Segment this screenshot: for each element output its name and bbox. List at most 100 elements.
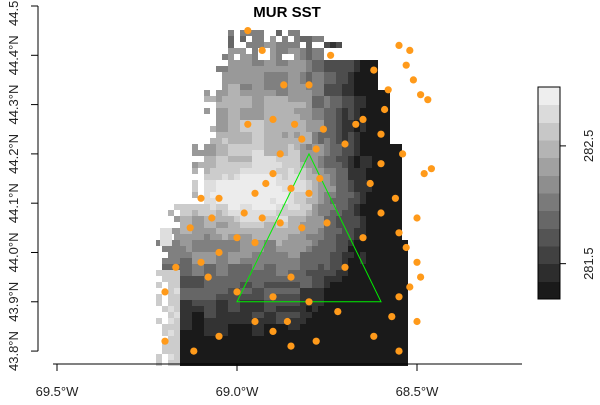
sst-cell [288, 102, 294, 108]
sst-cell [264, 198, 270, 204]
sst-cell [264, 318, 270, 324]
sst-cell [324, 72, 330, 78]
sst-cell [246, 90, 252, 96]
sst-cell [348, 312, 354, 318]
sst-cell [252, 288, 258, 294]
y-tick-label: 43.9°N [6, 282, 21, 322]
sst-cell [306, 108, 312, 114]
sst-cell [222, 150, 228, 156]
sst-cell [234, 192, 240, 198]
sst-cell [288, 222, 294, 228]
sst-cell [234, 264, 240, 270]
sst-cell [204, 192, 210, 198]
x-tick-label: 68.5°W [396, 384, 440, 399]
sst-cell [324, 204, 330, 210]
sst-cell [384, 294, 390, 300]
sst-cell [330, 324, 336, 330]
sst-cell [276, 318, 282, 324]
sst-cell [258, 72, 264, 78]
sst-cell [240, 48, 246, 54]
sst-cell [384, 180, 390, 186]
sst-cell [306, 72, 312, 78]
station-point [402, 61, 410, 69]
sst-cell [288, 174, 294, 180]
sst-cell [372, 348, 378, 354]
sst-cell [390, 330, 396, 336]
sst-cell [300, 102, 306, 108]
sst-cell [366, 312, 372, 318]
sst-cell [288, 324, 294, 330]
sst-cell [384, 360, 390, 366]
sst-cell [192, 180, 198, 186]
colorbar-segment [538, 87, 560, 106]
station-point [251, 239, 259, 247]
sst-cell [288, 114, 294, 120]
sst-cell [312, 96, 318, 102]
sst-cell [162, 348, 168, 354]
sst-cell [216, 102, 222, 108]
sst-cell [222, 210, 228, 216]
sst-cell [276, 42, 282, 48]
sst-cell [330, 198, 336, 204]
sst-cell [252, 48, 258, 54]
sst-cell [192, 306, 198, 312]
sst-cell [318, 78, 324, 84]
sst-cell [306, 324, 312, 330]
sst-cell [258, 258, 264, 264]
sst-cell [294, 360, 300, 366]
sst-cell [258, 150, 264, 156]
sst-cell [258, 96, 264, 102]
sst-cell [390, 192, 396, 198]
sst-cell [210, 192, 216, 198]
sst-cell [378, 360, 384, 366]
sst-cell [240, 240, 246, 246]
sst-cell [228, 252, 234, 258]
sst-cell [240, 54, 246, 60]
sst-cell [252, 330, 258, 336]
sst-cell [360, 282, 366, 288]
sst-cell [378, 114, 384, 120]
sst-cell [270, 102, 276, 108]
sst-cell [240, 198, 246, 204]
sst-cell [366, 216, 372, 222]
sst-cell [348, 90, 354, 96]
sst-cell [210, 336, 216, 342]
sst-cell [390, 288, 396, 294]
sst-cell [372, 96, 378, 102]
sst-cell [318, 246, 324, 252]
sst-cell [300, 54, 306, 60]
sst-cell [306, 186, 312, 192]
sst-cell [354, 240, 360, 246]
sst-cell [354, 204, 360, 210]
sst-cell [276, 228, 282, 234]
sst-cell [228, 108, 234, 114]
sst-cell [222, 324, 228, 330]
sst-cell [360, 144, 366, 150]
sst-cell [318, 162, 324, 168]
sst-cell [258, 180, 264, 186]
sst-cell [372, 360, 378, 366]
sst-cell [234, 300, 240, 306]
sst-cell [348, 258, 354, 264]
sst-cell [300, 204, 306, 210]
sst-cell [312, 180, 318, 186]
sst-cell [198, 324, 204, 330]
sst-cell [372, 198, 378, 204]
sst-cell [378, 204, 384, 210]
sst-cell [282, 120, 288, 126]
sst-cell [318, 96, 324, 102]
sst-cell [180, 228, 186, 234]
sst-cell [252, 120, 258, 126]
sst-cell [336, 282, 342, 288]
station-point [258, 46, 266, 55]
sst-cell [246, 336, 252, 342]
sst-cell [288, 336, 294, 342]
axes: 43.8°N43.9°N44.0°N44.1°N44.2°N44.3°N44.4… [6, 0, 522, 399]
sst-cell [270, 96, 276, 102]
sst-cell [216, 276, 222, 282]
sst-cell [390, 174, 396, 180]
sst-cell [294, 270, 300, 276]
sst-cell [384, 288, 390, 294]
sst-cell [234, 48, 240, 54]
sst-cell [372, 240, 378, 246]
